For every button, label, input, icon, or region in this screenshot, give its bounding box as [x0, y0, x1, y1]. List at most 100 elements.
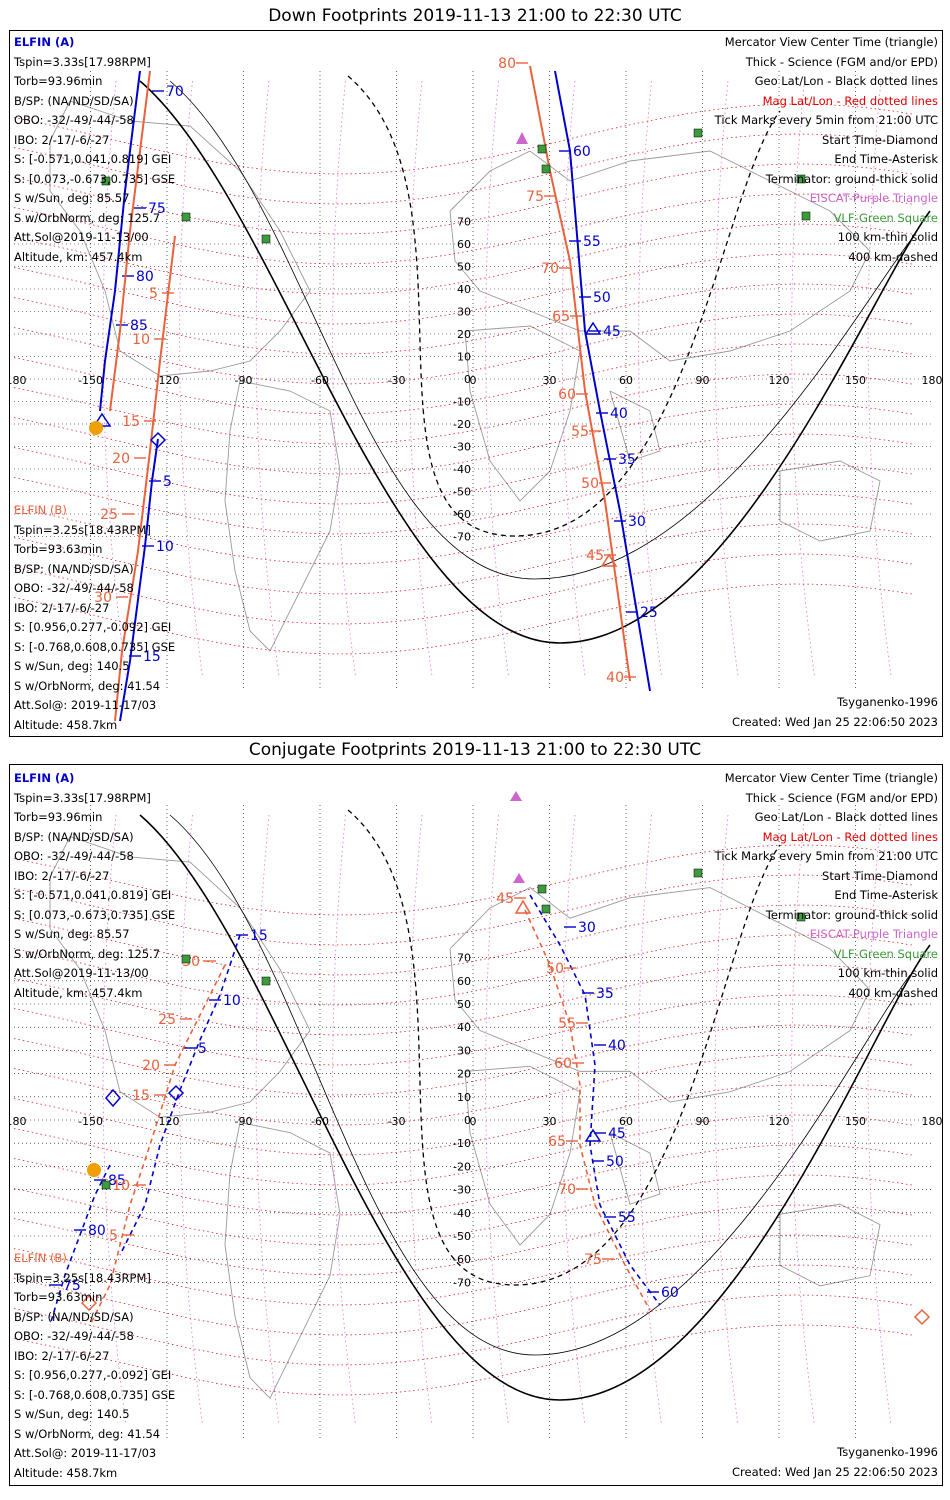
- elfin-b-info: ELFIN (B) Tspin=3.25s[18.43RPM] Torb=93.63…: [14, 501, 175, 735]
- info-line: Torb=93.96min: [14, 74, 103, 88]
- tick-label: 50: [546, 961, 564, 977]
- info-line: Terminator: ground-thick solid: [765, 907, 938, 922]
- tick-label: 30: [578, 920, 596, 936]
- landmass-outline: [464, 325, 581, 502]
- lat-tick-label: 30: [457, 1044, 471, 1057]
- mag-meridian: [102, 814, 127, 1426]
- mag-latitude-line: [13, 1204, 915, 1276]
- vlf-square-icon: [101, 1180, 111, 1190]
- info-line: 100 km-thin solid: [837, 966, 938, 980]
- vlf-square-icon: [261, 976, 271, 986]
- info-line: Geo Lat/Lon - Black dotted lines: [754, 810, 938, 824]
- info-line: Att.Sol@2019-11-13/00: [14, 230, 149, 244]
- elfin-a-conj-east: 30 35 40 45 50 55 60: [529, 894, 679, 1306]
- diamond-start-marker: [167, 1084, 185, 1102]
- mag-meridian: [561, 80, 586, 677]
- elfin-a-track-west-2: 5 10 15: [119, 438, 174, 722]
- tick-label: 50: [606, 1154, 624, 1170]
- panel-1-title: Down Footprints 2019-11-13 21:00 to 22:3…: [268, 6, 682, 26]
- info-line: S: [-0.571,0.041,0.819] GEI: [14, 888, 172, 902]
- tick-label: 85: [108, 1173, 126, 1189]
- lon-tick-label: -90: [235, 374, 253, 387]
- landmass-outline: [609, 1132, 661, 1205]
- info-line: S: [-0.571,0.041,0.819] GEI: [14, 152, 172, 166]
- axis-labels: -180-150-120-90-60-300306090120150180706…: [10, 216, 942, 544]
- vlf-square-icon: [693, 868, 703, 878]
- lat-tick-label: 50: [457, 261, 471, 274]
- info-line: VLF-Green Square: [833, 210, 938, 225]
- landmass-outline: [49, 100, 311, 377]
- mag-latitude-line: [13, 223, 915, 295]
- mag-latitude-line: [13, 103, 915, 175]
- lon-tick-label: 180: [922, 1115, 943, 1128]
- mag-latitude-line: [13, 163, 915, 235]
- elfin-a-conj-west-2: [49, 1164, 111, 1326]
- model-label: Tsyganenko-1996: [837, 1445, 938, 1459]
- mag-latitude-line: [13, 133, 915, 205]
- tick-label: 55: [558, 1016, 576, 1032]
- landmass-outline: [449, 887, 871, 1103]
- info-line: Terminator: ground-thick solid: [765, 171, 938, 186]
- lon-tick-label: 60: [619, 374, 633, 387]
- mag-latitude-line: [13, 994, 915, 1066]
- lat-tick-label: 20: [457, 1068, 471, 1081]
- terminator-100km: [169, 80, 911, 580]
- elfin-b-track-west-2-line: [109, 70, 151, 412]
- tick-label: 60: [558, 387, 576, 403]
- markers: [80, 791, 931, 1326]
- info-line: S: [-0.768,0.608,0.735] GSE: [14, 1387, 176, 1402]
- vlf-square-icon: [261, 234, 271, 244]
- info-line: End Time-Asterisk: [834, 152, 938, 166]
- info-line: 100 km-thin solid: [837, 230, 938, 244]
- vlf-square-icon: [101, 176, 111, 186]
- elfin-b-conj-east: 45 50 55 60 65 70 75: [496, 891, 651, 1311]
- sun-icon: [89, 421, 103, 435]
- info-line: S w/Sun, deg: 85.57: [14, 927, 130, 941]
- tick-label: 55: [571, 424, 589, 440]
- info-line: B/SP: (NA/ND/SD/SA): [14, 93, 134, 108]
- mag-latitude-line: [13, 1054, 915, 1126]
- mag-latitude-line: [13, 433, 915, 505]
- tick-label: 65: [552, 309, 570, 325]
- terminator: [139, 809, 931, 1401]
- mag-latitude-line: [13, 964, 915, 1036]
- tick-label: 85: [130, 318, 148, 334]
- elfin-b-track-east-line: [529, 65, 631, 682]
- lat-tick-label: -40: [453, 463, 471, 476]
- info-line: IBO: 2/-17/-6/-27: [14, 868, 110, 883]
- vlf-square-icon: [537, 144, 547, 154]
- triangle-center-marker: [584, 321, 602, 335]
- lat-tick-label: 0: [464, 1114, 471, 1127]
- mag-meridian: [638, 80, 662, 677]
- terminator-ground: [139, 80, 931, 644]
- lat-tick-label: -30: [453, 441, 471, 454]
- mag-meridian: [791, 80, 815, 677]
- mag-latitude-line: [13, 1294, 915, 1366]
- elfin-b-track-east: 80 75 70 65 60 55 50 45 40: [498, 56, 636, 686]
- info-line: B/SP: (NA/ND/SD/SA): [14, 1309, 134, 1324]
- mag-meridian: [561, 814, 586, 1426]
- vlf-square-icon: [801, 211, 811, 221]
- info-line: S: [0.956,0.277,-0.092] GEI: [14, 620, 172, 634]
- triangle-center-marker: [584, 1128, 602, 1142]
- tick-label: 50: [593, 290, 611, 306]
- info-line: ELFIN (B): [14, 1251, 67, 1265]
- info-line: 400 km-dashed: [848, 985, 938, 1000]
- lat-tick-label: 60: [457, 975, 471, 988]
- mag-grid: [13, 844, 915, 1396]
- geo-grid: [14, 71, 932, 691]
- info-line: Start Time-Diamond: [822, 868, 938, 883]
- elfin-b-track-west-2: [109, 70, 151, 412]
- asterisk-end-marker: [105, 1088, 121, 1108]
- terminator-400km: [347, 75, 781, 537]
- mag-latitude-line: [13, 1234, 915, 1306]
- lon-tick-label: -60: [311, 374, 329, 387]
- tick-label: 45: [586, 548, 604, 564]
- info-line: EISCAT-Purple Triangle: [809, 927, 938, 941]
- landmass-outline: [449, 150, 871, 362]
- elfin-a-info: ELFIN (A) Tspin=3.33s[17.98RPM] Torb=93.96…: [14, 769, 175, 1003]
- lon-tick-label: 0: [470, 374, 477, 387]
- tick-label: 75: [148, 201, 166, 217]
- info-line: Thick - Science (FGM and/or EPD): [745, 790, 938, 805]
- terminator-100km: [169, 814, 911, 1356]
